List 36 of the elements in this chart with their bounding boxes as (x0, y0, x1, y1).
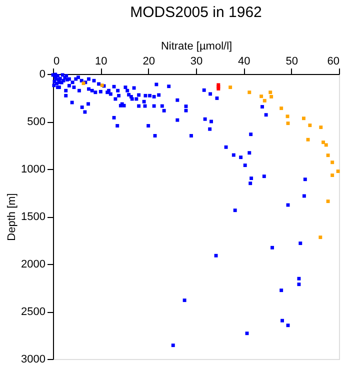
point (268, 90, 272, 94)
y-tick-label: 1500 (21, 211, 46, 223)
point (286, 114, 290, 118)
point (326, 200, 330, 204)
chart-title: MODS2005 in 1962 (130, 4, 262, 21)
point (270, 94, 274, 98)
x-tick-label: 50 (286, 56, 298, 68)
point (326, 154, 330, 158)
point (260, 94, 264, 98)
point (228, 86, 232, 90)
point (322, 140, 325, 144)
y-tick-label: 0 (39, 68, 46, 80)
point (324, 143, 328, 147)
x-tick-label: 0 (54, 56, 60, 68)
y-tick-label: 2000 (21, 258, 46, 270)
point (248, 90, 252, 94)
y-tick-label: 500 (27, 116, 46, 128)
point (262, 98, 266, 102)
x-tick-label: 40 (238, 56, 250, 68)
y-tick-label: 2500 (21, 306, 46, 318)
point (330, 174, 334, 177)
point (302, 116, 306, 120)
point (330, 160, 334, 164)
y-tick-label: 3000 (21, 354, 46, 366)
x-tick-label: 20 (142, 56, 155, 68)
point (318, 236, 322, 240)
point (319, 126, 323, 130)
x-tick-label: 10 (95, 56, 108, 68)
point (336, 170, 340, 174)
y-tick-label: 1000 (21, 164, 46, 176)
point (308, 124, 312, 128)
x-tick-label: 30 (190, 56, 203, 68)
point (280, 106, 284, 110)
y-axis-title: Depth [m] (6, 193, 18, 241)
x-axis-title: Nitrate [µmol/l] (160, 40, 232, 52)
x-tick-label: 60 (327, 56, 340, 68)
